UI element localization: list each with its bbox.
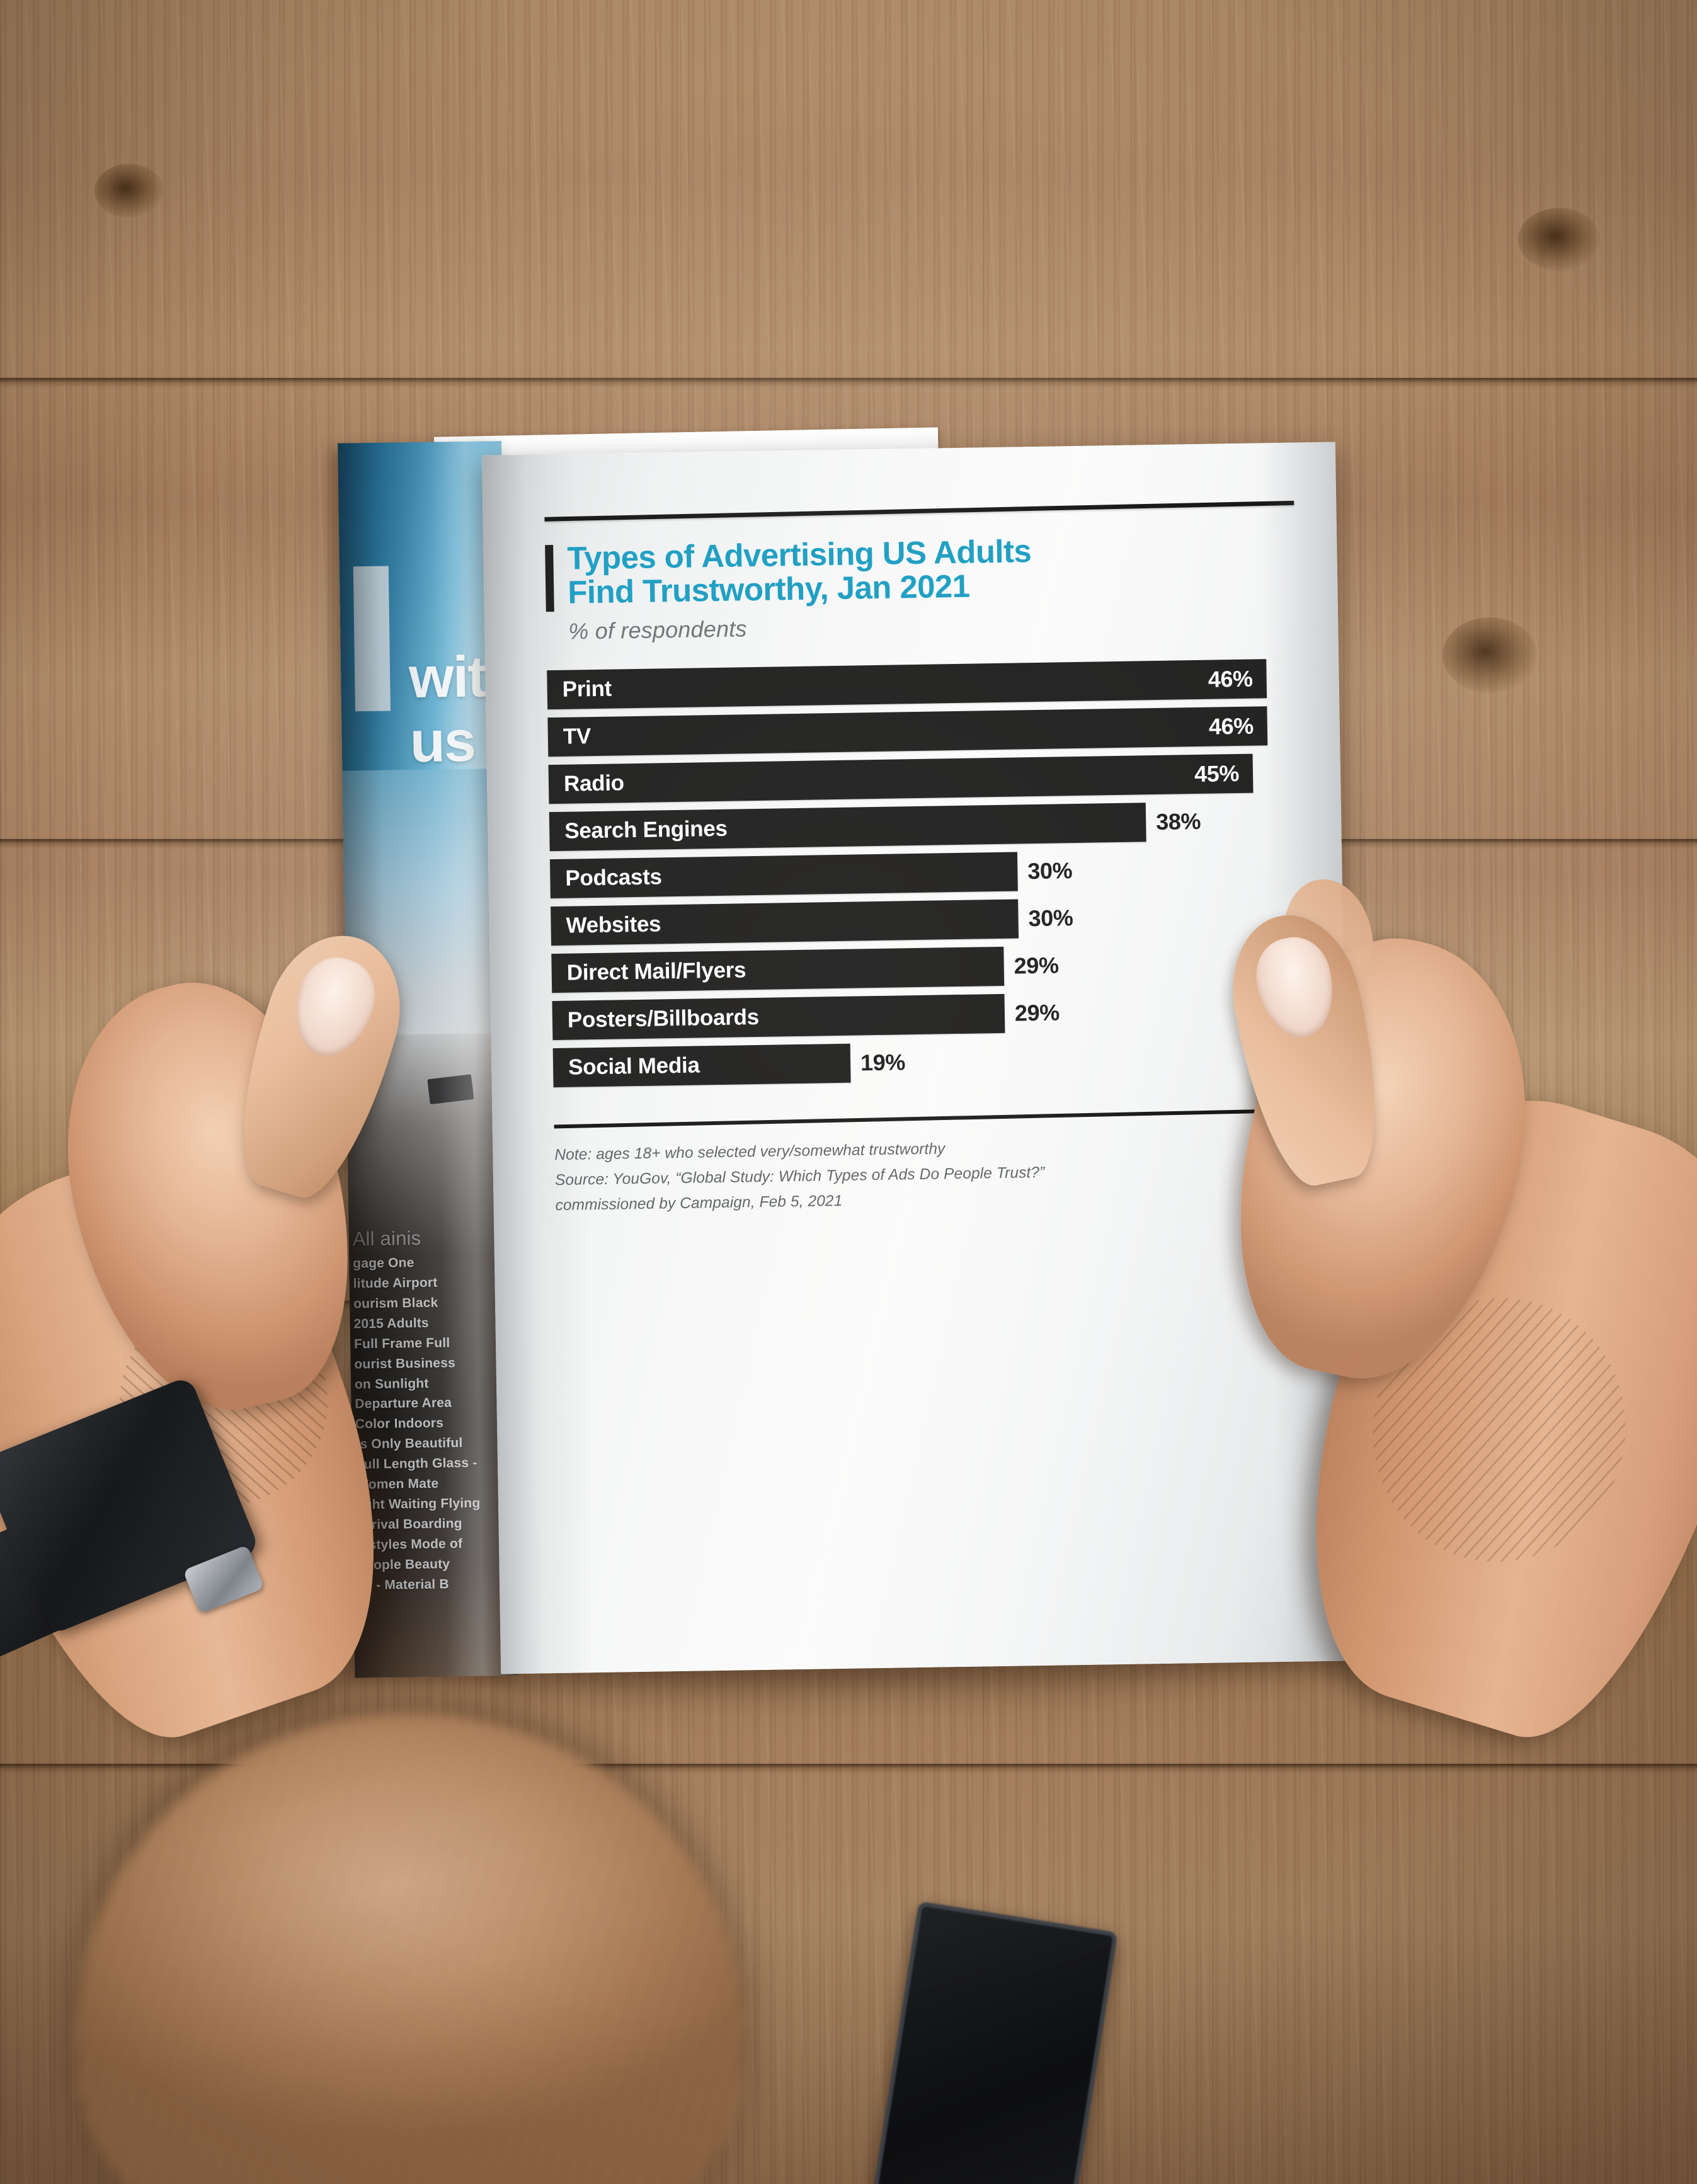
bar-label: Search Engines (564, 816, 728, 843)
bar-label: Print (562, 676, 612, 702)
chart-notes: Note: ages 18+ who selected very/somewha… (554, 1131, 1321, 1219)
wood-knot (1443, 617, 1537, 693)
bar-value: 29% (1014, 952, 1059, 979)
wood-knot (94, 164, 164, 218)
bar-row: Posters/Billboards 29% (552, 989, 1318, 1041)
bar-value: 19% (860, 1049, 906, 1076)
bar-chart: Print 46% TV 46% Radio 45% Search Engines 38% Po… (547, 658, 1319, 1088)
bar-search-engines: Search Engines (549, 803, 1146, 852)
bar-row: Websites 30% (551, 895, 1317, 946)
bar-row: Print 46% (547, 658, 1313, 710)
bar-value: 30% (1028, 905, 1073, 932)
bar-label: Direct Mail/Flyers (566, 958, 746, 985)
bar-label: Podcasts (565, 864, 662, 891)
bar-value: 29% (1014, 999, 1060, 1026)
chart-subtitle: % of respondents (568, 615, 747, 644)
bar-tv: TV 46% (547, 706, 1268, 757)
bar-direct-mail-flyers: Direct Mail/Flyers (551, 946, 1005, 993)
bar-print: Print 46% (547, 659, 1267, 710)
bar-row: TV 46% (547, 706, 1313, 757)
bar-label: Posters/Billboards (567, 1004, 760, 1032)
bottom-rule (554, 1109, 1260, 1129)
bar-radio: Radio 45% (548, 753, 1254, 804)
bar-podcasts: Podcasts (549, 852, 1018, 899)
bar-row: Social Media 19% (552, 1036, 1319, 1088)
top-rule (544, 500, 1294, 522)
bar-value: 46% (1208, 665, 1253, 692)
bar-value: 30% (1027, 857, 1073, 884)
bar-value: 45% (1194, 760, 1240, 787)
bar-row: Search Engines 38% (549, 800, 1315, 852)
bar-websites: Websites (551, 899, 1019, 946)
plank-seam (0, 1764, 1697, 1768)
magazine-chart-page: Types of Advertising US Adults Find Trus… (481, 442, 1355, 1674)
bar-row: Direct Mail/Flyers 29% (551, 942, 1317, 993)
wood-knot (1518, 208, 1600, 271)
bar-label: TV (563, 724, 591, 749)
bar-row: Radio 45% (548, 753, 1315, 804)
bar-label: Websites (566, 912, 661, 938)
chart-title-line-2: Find Trustworthy, Jan 2021 (567, 568, 970, 610)
title-accent-bar (545, 544, 554, 612)
bar-value: 38% (1155, 808, 1201, 835)
bar-label: Radio (563, 770, 625, 796)
chart-content: Types of Advertising US Adults Find Trus… (544, 500, 1321, 1219)
chart-title-block: Types of Advertising US Adults Find Trus… (545, 530, 1311, 612)
bar-row: Podcasts 30% (549, 847, 1316, 899)
bar-social-media: Social Media (552, 1043, 851, 1088)
page-title: Types of Advertising US Adults Find Trus… (567, 533, 1032, 610)
bar-label: Social Media (568, 1053, 700, 1080)
bar-value: 46% (1208, 712, 1254, 740)
plank-seam (0, 378, 1697, 382)
bar-posters-billboards: Posters/Billboards (552, 993, 1005, 1041)
